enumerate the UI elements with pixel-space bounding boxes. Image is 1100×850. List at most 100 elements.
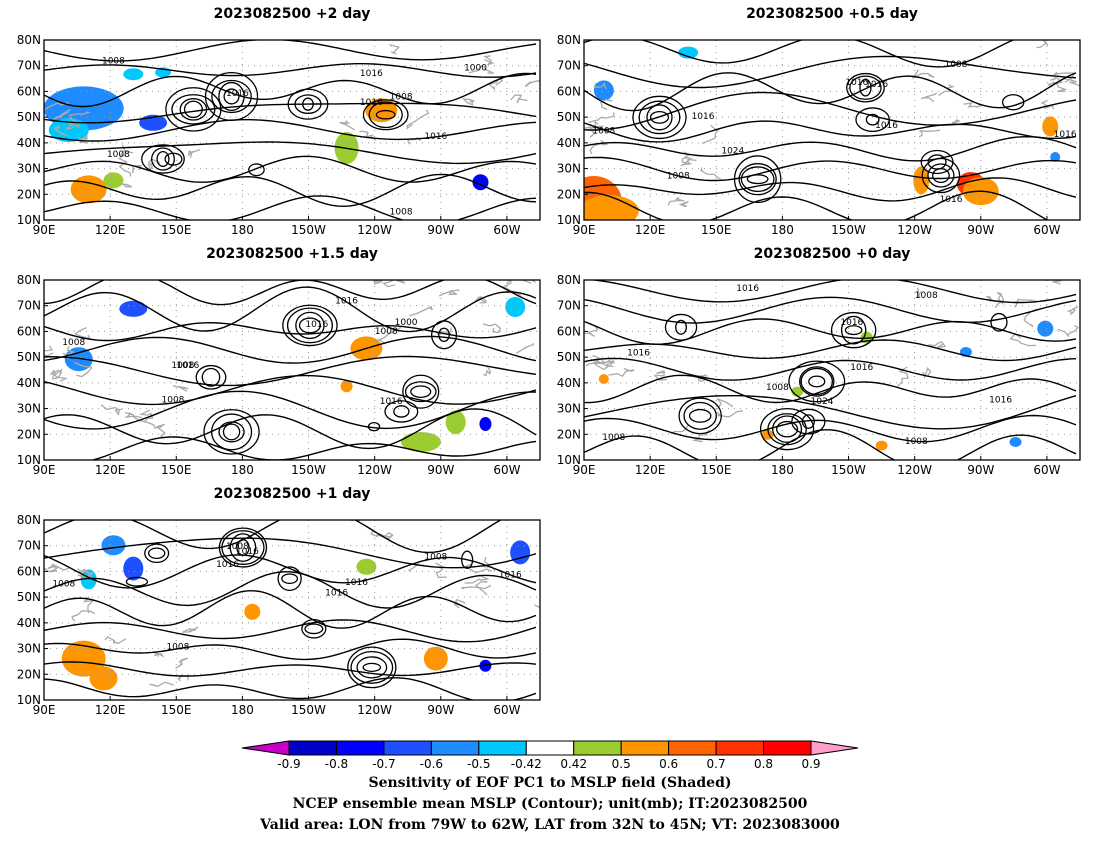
mslp-contour-closed [393, 405, 410, 418]
lat-tick-label: 80N [17, 273, 41, 287]
lat-tick-label: 30N [17, 402, 41, 416]
lon-tick-label: 90W [427, 703, 454, 717]
coastline [339, 40, 430, 145]
mslp-contour-closed [799, 366, 835, 397]
sensitivity-shade [593, 80, 614, 101]
mslp-contour [44, 102, 537, 124]
mslp-contour-closed [367, 421, 381, 432]
sensitivity-shade [1037, 320, 1054, 337]
lon-tick-label: 150E [701, 223, 732, 237]
sensitivity-shade [400, 432, 441, 452]
mslp-contour-closed [431, 320, 458, 350]
mslp-contour-closed [678, 397, 722, 435]
contour-label: 1008 [390, 92, 413, 102]
contour-label: 1016 [940, 195, 963, 205]
mslp-contour [44, 677, 537, 700]
lat-tick-label: 40N [557, 136, 581, 150]
coastline [104, 626, 199, 687]
contour-label: 1008 [102, 56, 125, 66]
lon-tick-label: 90W [427, 463, 454, 477]
mslp-contour [584, 72, 1077, 112]
contour-label: 1016 [305, 320, 328, 330]
mslp-contour-closed [990, 312, 1008, 332]
mslp-contour-closed [759, 407, 815, 451]
mslp-contour-closed [791, 408, 826, 435]
map-frame [43, 279, 541, 461]
contour-label: 1016 [875, 121, 898, 131]
lat-tick-label: 50N [557, 110, 581, 124]
mslp-contour-closed [788, 360, 846, 403]
coastline [653, 370, 743, 443]
panel-title-0.5day: 2023082500 +0.5 day [746, 6, 918, 22]
mslp-contour [44, 374, 537, 406]
contour-label: 1016 [627, 349, 650, 359]
contour-label: 1016 [380, 397, 403, 407]
lon-tick-label: 60W [493, 463, 520, 477]
coastline [44, 327, 93, 382]
caption-line-1: Sensitivity of EOF PC1 to MSLP field (Sh… [368, 775, 732, 791]
mslp-contour [44, 141, 537, 165]
sensitivity-shade [479, 659, 492, 672]
lon-tick-label: 60W [493, 223, 520, 237]
mslp-contour-closed [147, 547, 166, 560]
contour-label: 1008 [107, 150, 130, 160]
mslp-contour-closed [632, 95, 687, 140]
mslp-contour-closed [286, 307, 333, 344]
mslp-contour-closed [201, 367, 221, 387]
mslp-contour [584, 296, 1077, 324]
lat-tick-label: 30N [557, 402, 581, 416]
mslp-contour-closed [165, 87, 222, 132]
mslp-contour-closed [368, 101, 403, 129]
sensitivity-shade [61, 640, 106, 677]
mslp-contour-closed [746, 174, 769, 185]
sensitivity-shade [584, 195, 639, 220]
mslp-contour-closed [248, 163, 265, 177]
contour-label: 1008 [602, 433, 625, 443]
contour-label: 1008 [226, 542, 249, 552]
mslp-contour-closed [461, 550, 474, 570]
lon-tick-label: 120W [357, 223, 392, 237]
contour-label: 1008 [905, 437, 928, 447]
mslp-contour [584, 156, 1077, 182]
mslp-contour [44, 554, 537, 589]
contour-label: 1016 [360, 69, 383, 79]
sensitivity-shade [101, 535, 126, 556]
mslp-contour-closed [218, 527, 268, 568]
mslp-contour [584, 395, 1077, 430]
sensitivity-shade [479, 417, 492, 431]
sensitivity-shade [913, 166, 930, 195]
lat-tick-label: 70N [17, 59, 41, 73]
sensitivity-shade [244, 603, 261, 620]
mslp-contour-closed [218, 421, 245, 443]
mslp-contour-closed [298, 317, 321, 334]
mslp-contour-closed [738, 163, 777, 196]
mslp-contour [584, 414, 1077, 443]
sensitivity-shade [89, 666, 118, 691]
contour-label: 1016 [850, 363, 873, 373]
lat-tick-label: 20N [557, 187, 581, 201]
lon-tick-label: 120W [357, 463, 392, 477]
mslp-contour [586, 280, 1077, 304]
mslp-contour-closed [295, 311, 325, 340]
mslp-contour-closed [776, 420, 799, 438]
lat-tick-label: 60N [17, 324, 41, 338]
contour-label: 1008 [390, 208, 413, 218]
lon-tick-label: 150W [291, 703, 326, 717]
lat-tick-label: 80N [557, 33, 581, 47]
lon-tick-label: 120W [897, 463, 932, 477]
sensitivity-shade [123, 556, 144, 581]
lat-tick-label: 70N [557, 59, 581, 73]
mslp-contour-closed [347, 646, 397, 689]
mslp-contour-closed [683, 401, 717, 430]
lat-tick-label: 50N [17, 110, 41, 124]
mslp-contour-closed [649, 110, 670, 124]
mslp-contour-closed [294, 94, 322, 115]
mslp-contour [44, 280, 537, 306]
mslp-contour-closed [808, 375, 826, 388]
mslp-contour-closed [740, 166, 775, 193]
mslp-contour [44, 537, 537, 569]
mslp-contour-closed [865, 113, 880, 126]
contour-label: 1008 [915, 291, 938, 301]
mslp-contour [584, 190, 1049, 220]
